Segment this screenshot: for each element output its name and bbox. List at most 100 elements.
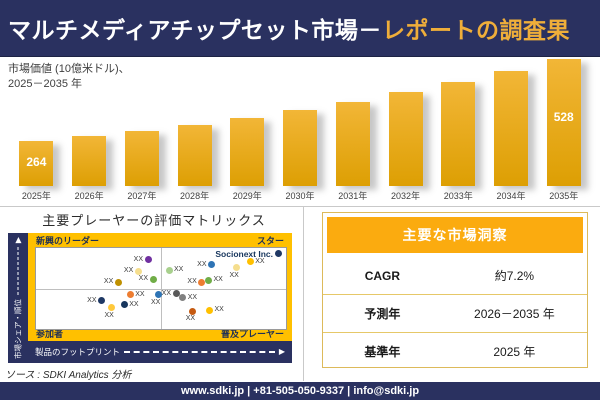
data-point-dot (120, 301, 128, 309)
insights-header: 主要な市場洞察 (327, 217, 583, 253)
bar-value-label: 264 (26, 155, 47, 169)
bar-2025年: 264 (19, 141, 54, 186)
quadrant-label-top-right: スター (256, 236, 284, 246)
x-axis-tick-label: 2031年 (338, 191, 368, 201)
bar-2033年 (441, 82, 476, 186)
bar-group: 528 2035年 (537, 56, 590, 202)
y-axis-label: 市場シェア・順位 (13, 299, 23, 359)
vertical-divider (303, 206, 304, 381)
matrix-frame: 新興のリーダー スター 参加者 普及プレーヤー XX XX XX XX XX XX Soci… (28, 233, 292, 341)
arrow-up-icon: ▶ (13, 237, 22, 244)
insights-row-forecast-years: 予測年 2026－2035 年 (323, 294, 587, 332)
page-title-main: マルチメディアチップセット市場－ (8, 17, 382, 43)
data-point-dot (206, 306, 213, 314)
bar-group: 2033年 (432, 56, 485, 202)
point-label: XX (103, 278, 114, 286)
point-label: XX (255, 257, 265, 265)
bar-group: 2028年 (168, 56, 221, 202)
data-point-dot (108, 304, 115, 312)
bar-group: 2032年 (379, 56, 432, 202)
key-insights-panel: 主要な市場洞察 CAGR 約7.2% 予測年 2026－2035 年 基準年 2… (322, 212, 588, 368)
point-label: XX (104, 311, 114, 319)
bar-2030年 (283, 110, 318, 186)
data-point-dot (233, 264, 240, 272)
data-point-dot (154, 291, 162, 299)
title-banner: マルチメディアチップセット市場－レポートの調査果 (0, 0, 600, 57)
chart-subtitle-line1: 市場価値 (10億米ドル)、 (8, 63, 130, 75)
x-axis-tick-label: 2030年 (285, 191, 315, 201)
insights-label: 予測年 (364, 307, 401, 321)
bar-2032年 (388, 92, 423, 186)
x-axis-tick-label: 2029年 (232, 191, 262, 201)
matrix-plot: XX XX XX XX XX XX Socionext Inc. XX XX XX XX XX XX XX… (35, 247, 287, 330)
point-label: XX (213, 276, 223, 284)
x-axis-dashed-line (124, 351, 275, 353)
point-label: XX (161, 289, 171, 297)
data-point-dot (144, 256, 152, 264)
x-axis-tick-label: 2025年 (21, 191, 51, 201)
bar-2035年: 528 (546, 59, 581, 186)
bar-2028年 (177, 125, 212, 186)
source-note: ソース : SDKI Analytics 分析 (5, 370, 132, 381)
bar-value-label: 528 (553, 110, 574, 124)
data-point-dot (205, 276, 212, 284)
insights-row-base-year: 基準年 2025 年 (323, 332, 587, 370)
point-label: XX (174, 266, 184, 274)
quadrant-label-top-left: 新興のリーダー (36, 236, 100, 246)
point-label: XX (129, 300, 139, 308)
bar-group: 2030年 (274, 56, 327, 202)
bar-group: 2031年 (326, 56, 379, 202)
insights-value: 約7.2% (494, 269, 535, 283)
quadrant-divider-horizontal (36, 288, 286, 290)
company-label: Socionext Inc. (215, 248, 273, 259)
bar-group: 2029年 (221, 56, 274, 202)
point-label: XX (185, 315, 196, 323)
data-point-dot (98, 297, 105, 305)
insights-value: 2026－2035 年 (474, 307, 555, 321)
quadrant-label-bottom-right: 普及プレーヤー (220, 329, 284, 339)
footer-contact-text: www.sdki.jp | +81-505-050-9337 | info@sd… (180, 385, 420, 397)
data-point-dot (198, 278, 206, 286)
point-label: XX (151, 298, 161, 306)
x-axis-tick-label: 2032年 (390, 191, 421, 201)
x-axis-label: 製品のフットプリント (35, 347, 121, 357)
chart-subtitle-line2: 2025－2035 年 (8, 78, 82, 90)
bar-2026年 (72, 136, 107, 186)
insights-value: 2025 年 (493, 345, 536, 359)
quadrant-label-bottom-left: 参加者 (36, 329, 64, 339)
point-label: XX (133, 255, 143, 263)
bar-2029年 (230, 118, 265, 186)
point-label: XX (135, 290, 145, 298)
player-evaluation-matrix: 新興のリーダー スター 参加者 普及プレーヤー XX XX XX XX XX XX Soci… (8, 233, 292, 363)
data-point-dot (149, 275, 157, 283)
x-axis-tick-label: 2035年 (549, 191, 579, 201)
point-label: XX (197, 260, 207, 268)
insights-row-cagr: CAGR 約7.2% (323, 257, 587, 294)
x-axis-tick-label: 2027年 (127, 191, 157, 201)
bar-group: 264 2025年 (10, 56, 63, 202)
matrix-section-title: 主要プレーヤーの評価マトリックス (42, 213, 266, 228)
bar-2027年 (124, 131, 159, 186)
x-axis-bar: 製品のフットプリント ▶ (28, 341, 292, 363)
x-axis-tick-label: 2034年 (496, 191, 526, 201)
data-point-dot (274, 250, 282, 258)
data-point-dot (189, 307, 197, 315)
data-point-dot (114, 278, 122, 286)
data-point-dot (172, 290, 180, 298)
y-axis-bar: 市場シェア・順位 ▶ (8, 233, 28, 363)
point-label: XX (123, 267, 134, 275)
chart-subtitle: 市場価値 (10億米ドル)、 2025－2035 年 (8, 62, 130, 92)
y-axis-content: 市場シェア・順位 ▶ (13, 237, 24, 359)
data-point-dot (246, 258, 254, 266)
bar-group: 2034年 (485, 56, 538, 202)
insights-label: CAGR (364, 268, 401, 283)
point-label: XX (229, 271, 239, 279)
point-label: XX (214, 306, 224, 314)
point-label: XX (187, 293, 198, 301)
bar-group: 2027年 (115, 56, 168, 202)
market-value-bar-chart: 264 2025年 2026年 2027年 2028年 2029年 2030年 2031年 20… (10, 56, 590, 202)
bar-2031年 (335, 102, 370, 186)
x-axis-tick-label: 2028年 (180, 191, 210, 201)
point-label: XX (87, 296, 97, 304)
page-title-accent: レポートの調査果 (381, 17, 570, 43)
